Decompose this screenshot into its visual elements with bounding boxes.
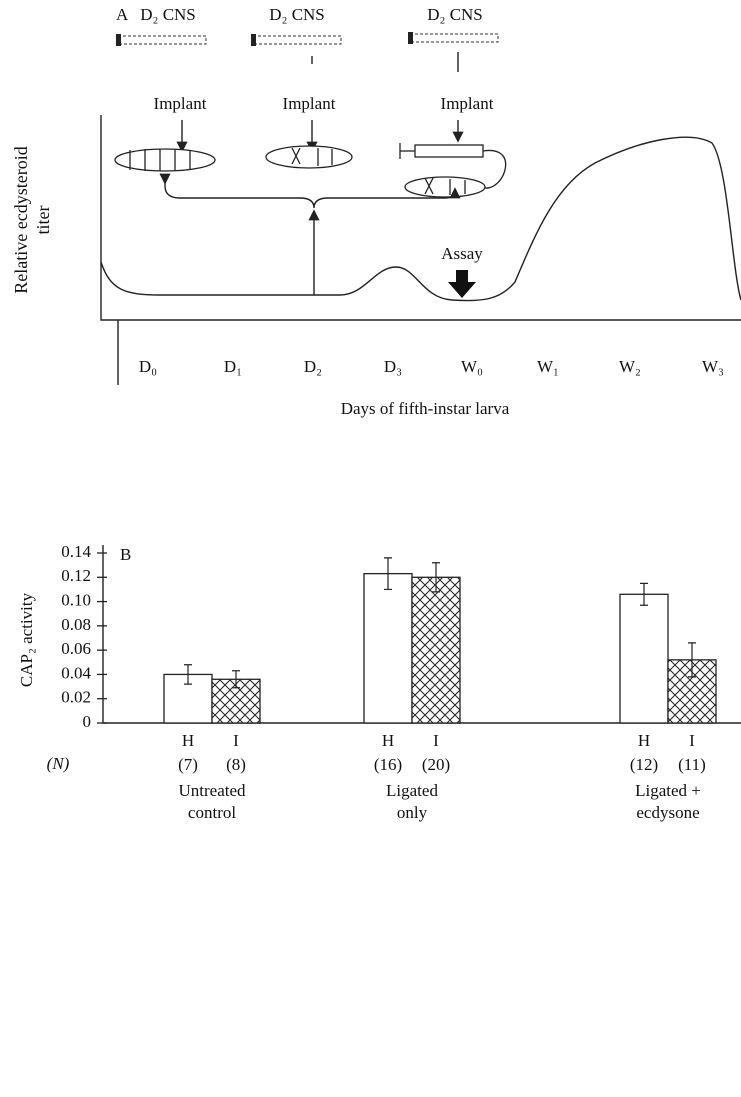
panel-label: B [120, 545, 131, 564]
implant-label: Implant [441, 94, 494, 113]
category-label-text: Untreated control [178, 781, 246, 822]
y-tick-label: 0.14 [61, 542, 91, 561]
error-bar [432, 562, 440, 593]
y-tick-label: 0.06 [61, 639, 91, 658]
x-category-label: W₁ [537, 357, 559, 376]
y-axis-label: CAP₂ activity [17, 592, 36, 687]
x-category-label: W₀ [461, 357, 483, 376]
category-label: Untreated control [178, 781, 246, 822]
bar [211, 678, 261, 724]
x-category-label: W₃ [702, 357, 724, 376]
y-tick-label: 0.08 [61, 615, 91, 634]
y-tick-label: 0.02 [61, 688, 91, 707]
cns-label: D₂ CNS [269, 5, 325, 24]
x-axis-label: Days of fifth-instar larva [341, 399, 510, 418]
assay-label: Assay [441, 244, 483, 263]
series-label: I [433, 731, 439, 750]
x-category-label: D₁ [224, 357, 242, 376]
panel-a: A [11, 5, 741, 418]
x-category-label: D₀ [139, 357, 157, 376]
cns-icons [116, 32, 499, 46]
axes [100, 115, 741, 321]
bar [411, 576, 461, 724]
assay-arrow [448, 270, 476, 298]
implant-arrows [176, 52, 464, 153]
cns-label: D₂ CNS [140, 5, 196, 24]
implant-label: Implant [283, 94, 336, 113]
bar [363, 572, 413, 724]
x-category-label: D₂ [304, 357, 322, 376]
category-label-text: Ligated + ecdysone [635, 781, 701, 822]
bar [619, 593, 669, 724]
category-label: Ligated + ecdysone [635, 781, 701, 822]
series-label: I [689, 731, 695, 750]
n-value: (20) [422, 755, 450, 774]
n-label: (N) [47, 754, 70, 773]
panel-label: A [116, 5, 129, 24]
y-tick-label: 0.04 [61, 663, 91, 682]
series-label: H [182, 731, 194, 750]
y-tick-label: 0.12 [61, 566, 91, 585]
n-value: (16) [374, 755, 402, 774]
error-bar [232, 670, 240, 689]
x-category-label: D₃ [384, 357, 402, 376]
error-bar [384, 557, 392, 591]
n-value: (11) [678, 755, 706, 774]
panel-b: B 0 0.02 0.04 0.06 0.08 0.10 0.12 0.14 CAP₂ activ… [17, 542, 741, 774]
cns-label: D₂ CNS [427, 5, 483, 24]
series-label: H [638, 731, 650, 750]
category-label-text: Ligated only [386, 781, 438, 822]
error-bar [688, 642, 696, 678]
n-value: (7) [178, 755, 198, 774]
series-label: I [233, 731, 239, 750]
category-label: Ligated only [386, 781, 438, 822]
x-category-label: W₂ [619, 357, 641, 376]
y-tick-label: 0 [83, 712, 92, 731]
implant-label: Implant [154, 94, 207, 113]
error-bar [640, 582, 648, 606]
error-bar [184, 664, 192, 685]
n-value: (8) [226, 755, 246, 774]
y-axis-label-text: Relative ecdysteroid titer [11, 146, 53, 294]
y-axis-label: Relative ecdysteroid titer [11, 146, 53, 294]
bracket [159, 173, 461, 209]
larvae [114, 143, 507, 198]
n-value: (12) [630, 755, 658, 774]
titer-curve [100, 136, 741, 302]
series-label: H [382, 731, 394, 750]
y-tick-label: 0.10 [61, 590, 91, 609]
